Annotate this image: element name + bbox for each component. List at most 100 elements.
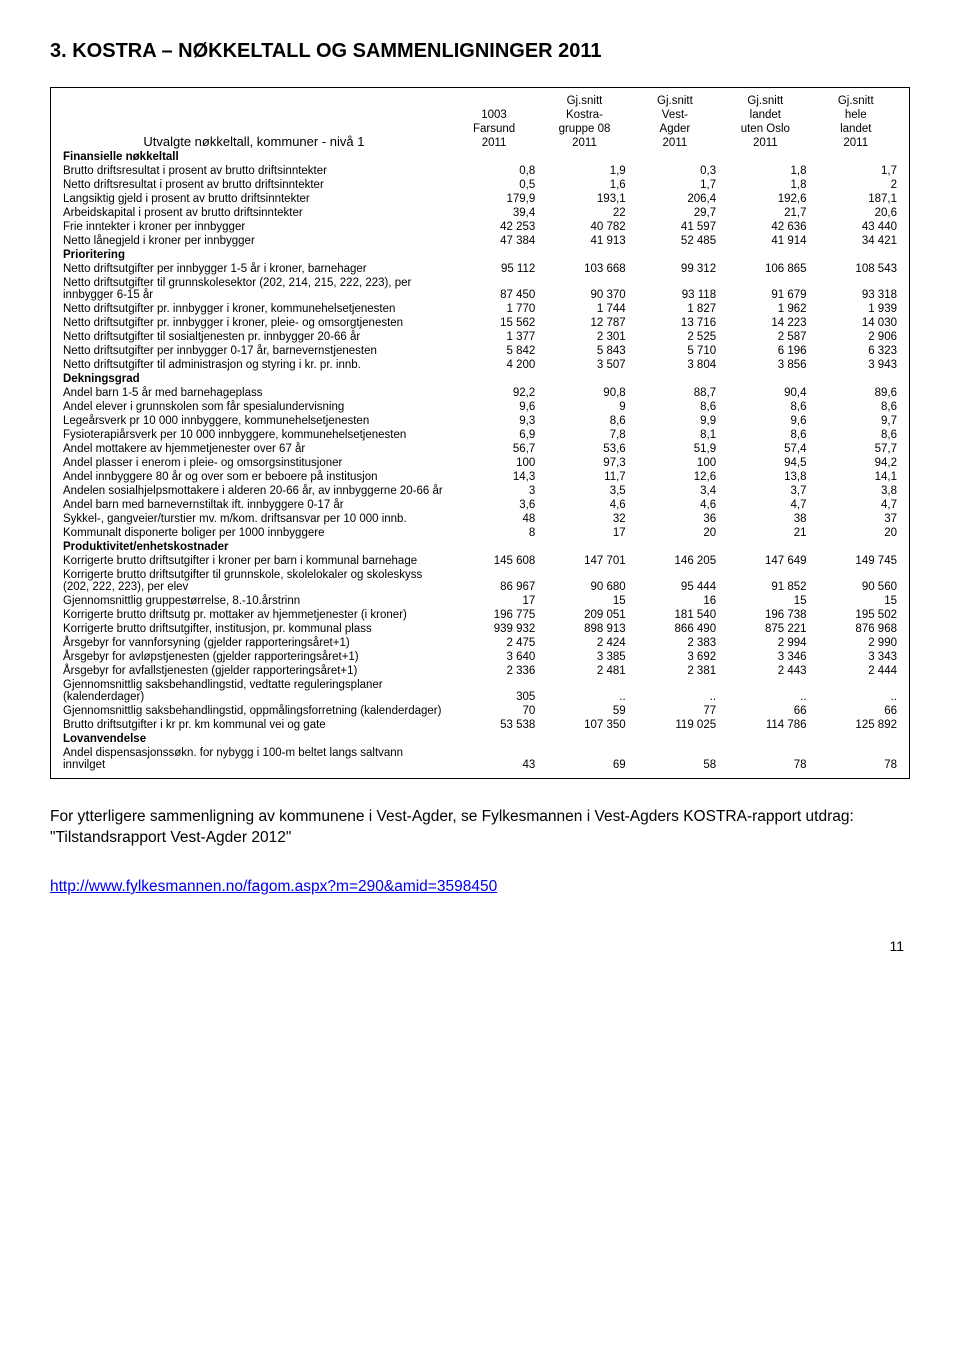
cell: 6 196 (720, 344, 810, 358)
cell: 20,6 (811, 206, 901, 220)
row-label: Årsgebyr for vannforsyning (gjelder rapp… (59, 636, 449, 650)
cell: 2 994 (720, 636, 810, 650)
cell: 88,7 (630, 386, 720, 400)
header-col-3-line-2: uten Oslo (720, 122, 810, 136)
cell: 15 (720, 594, 810, 608)
table-row: Netto driftsutgifter til grunnskolesekto… (59, 276, 901, 302)
row-label: Netto driftsresultat i prosent av brutto… (59, 178, 449, 192)
cell: 875 221 (720, 622, 810, 636)
cell: 1 770 (449, 302, 539, 316)
row-label: Fysioterapiårsverk per 10 000 innbyggere… (59, 428, 449, 442)
table-row: Årsgebyr for avløpstjenesten (gjelder ra… (59, 650, 901, 664)
header-col-4-line-2: landet (811, 122, 901, 136)
cell: 0,5 (449, 178, 539, 192)
fylkesmannen-link[interactable]: http://www.fylkesmannen.no/fagom.aspx?m=… (50, 878, 497, 895)
cell: 14 223 (720, 316, 810, 330)
table-row: Korrigerte brutto driftsutgifter til gru… (59, 568, 901, 594)
row-label: Legeårsverk pr 10 000 innbyggere, kommun… (59, 414, 449, 428)
table-row: Andel innbyggere 80 år og over som er be… (59, 470, 901, 484)
table-row: Frie inntekter i kroner per innbygger42 … (59, 220, 901, 234)
cell: 3 346 (720, 650, 810, 664)
cell: 43 (449, 746, 539, 772)
section-header: Finansielle nøkkeltall (59, 150, 901, 164)
cell: 78 (811, 746, 901, 772)
cell: 41 597 (630, 220, 720, 234)
table-body: Finansielle nøkkeltallBrutto driftsresul… (59, 150, 901, 772)
row-label: Brutto driftsresultat i prosent av brutt… (59, 164, 449, 178)
cell: 103 668 (539, 262, 629, 276)
cell: 3 343 (811, 650, 901, 664)
cell: 59 (539, 704, 629, 718)
row-label: Årsgebyr for avfallstjenesten (gjelder r… (59, 664, 449, 678)
cell: 90 560 (811, 568, 901, 594)
header-col-1-line-0: Gj.snitt (539, 94, 629, 108)
cell: 3 804 (630, 358, 720, 372)
cell: 93 318 (811, 276, 901, 302)
cell: 14 030 (811, 316, 901, 330)
cell: 119 025 (630, 718, 720, 732)
cell: 3,5 (539, 484, 629, 498)
cell: 97,3 (539, 456, 629, 470)
cell: 13,8 (720, 470, 810, 484)
cell: 3 385 (539, 650, 629, 664)
cell: 8,1 (630, 428, 720, 442)
page-title: 3. KOSTRA – NØKKELTALL OG SAMMENLIGNINGE… (50, 40, 910, 63)
cell: 6 323 (811, 344, 901, 358)
row-label: Korrigerte brutto driftsutg pr. mottaker… (59, 608, 449, 622)
cell: 1,9 (539, 164, 629, 178)
cell: 42 253 (449, 220, 539, 234)
cell: 9,3 (449, 414, 539, 428)
header-left-title: Utvalgte nøkkeltall, kommuner - nivå 1 (59, 94, 449, 150)
cell: 12 787 (539, 316, 629, 330)
row-label: Andel elever i grunnskolen som får spesi… (59, 400, 449, 414)
cell: 17 (449, 594, 539, 608)
cell: 196 738 (720, 608, 810, 622)
cell: 91 679 (720, 276, 810, 302)
table-row: Kommunalt disponerte boliger per 1000 in… (59, 526, 901, 540)
cell: 37 (811, 512, 901, 526)
cell: 866 490 (630, 622, 720, 636)
cell: 305 (449, 678, 539, 704)
cell: 9,6 (720, 414, 810, 428)
header-col-1-line-1: Kostra- (539, 108, 629, 122)
cell: 21 (720, 526, 810, 540)
table-row: Arbeidskapital i prosent av brutto drift… (59, 206, 901, 220)
cell: 8,6 (811, 428, 901, 442)
row-label: Kommunalt disponerte boliger per 1000 in… (59, 526, 449, 540)
cell: 57,7 (811, 442, 901, 456)
cell: 898 913 (539, 622, 629, 636)
cell: 2 475 (449, 636, 539, 650)
cell: 8,6 (811, 400, 901, 414)
cell: 15 562 (449, 316, 539, 330)
cell: 2 525 (630, 330, 720, 344)
cell: 181 540 (630, 608, 720, 622)
cell: 179,9 (449, 192, 539, 206)
table-row: Andel dispensasjonssøkn. for nybygg i 10… (59, 746, 901, 772)
table-row: Årsgebyr for vannforsyning (gjelder rapp… (59, 636, 901, 650)
row-label: Netto driftsutgifter pr. innbygger i kro… (59, 302, 449, 316)
row-label: Andel barn med barnevernstiltak ift. inn… (59, 498, 449, 512)
cell: 8,6 (630, 400, 720, 414)
cell: 8,6 (539, 414, 629, 428)
row-label: Gjennomsnittlig saksbehandlingstid, vedt… (59, 678, 449, 704)
kostra-table-box: Utvalgte nøkkeltall, kommuner - nivå 1 Gj… (50, 87, 910, 779)
row-label: Andel dispensasjonssøkn. for nybygg i 10… (59, 746, 449, 772)
cell: 147 649 (720, 554, 810, 568)
header-col-0-line-3: 2011 (449, 136, 539, 150)
cell: 70 (449, 704, 539, 718)
cell: 8 (449, 526, 539, 540)
cell: 1 744 (539, 302, 629, 316)
cell: 52 485 (630, 234, 720, 248)
header-col-0-line-2: Farsund (449, 122, 539, 136)
cell: 47 384 (449, 234, 539, 248)
cell: 92,2 (449, 386, 539, 400)
cell: 57,4 (720, 442, 810, 456)
cell: 193,1 (539, 192, 629, 206)
cell: 78 (720, 746, 810, 772)
cell: 2 587 (720, 330, 810, 344)
cell: 1 377 (449, 330, 539, 344)
cell: 90 680 (539, 568, 629, 594)
header-col-2-line-2: Agder (630, 122, 720, 136)
cell: .. (539, 678, 629, 704)
row-label: Arbeidskapital i prosent av brutto drift… (59, 206, 449, 220)
